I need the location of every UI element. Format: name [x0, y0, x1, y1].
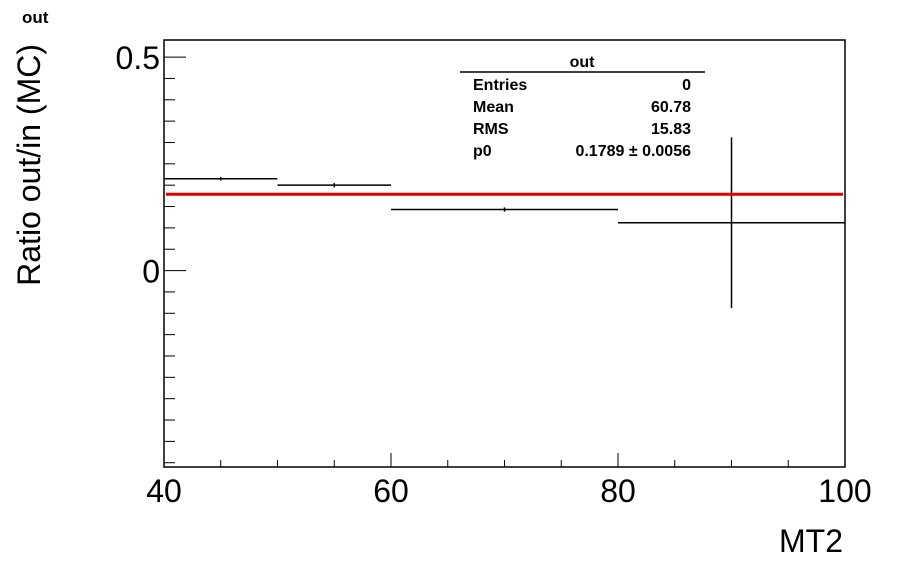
stats-value-p0: 0.1789 ± 0.0056 [575, 143, 691, 160]
stats-value-entries: 0 [682, 77, 691, 94]
y-tick-label: 0.5 [116, 40, 160, 76]
stats-value-rms: 15.83 [651, 121, 691, 138]
stats-label-p0: p0 [473, 143, 492, 160]
stats-label-rms: RMS [473, 121, 509, 138]
x-axis-label: MT2 [779, 523, 843, 559]
x-tick-label: 80 [600, 473, 636, 509]
stats-title: out [570, 54, 596, 71]
stats-value-mean: 60.78 [651, 99, 691, 116]
stats-label-entries: Entries [473, 77, 527, 94]
stats-box: out Entries 0 Mean 60.78 RMS 15.83 p0 0.… [460, 54, 705, 160]
y-tick-label: 0 [142, 254, 160, 290]
x-tick-label: 40 [146, 473, 182, 509]
y-axis-ticks: 00.5 [116, 40, 186, 464]
stats-label-mean: Mean [473, 99, 514, 116]
x-tick-label: 100 [818, 473, 871, 509]
data-points [164, 137, 845, 309]
x-axis-ticks: 40 60 80 100 [146, 453, 872, 509]
chart-title: out [22, 8, 49, 27]
y-axis-label: Ratio out/in (MC) [11, 44, 47, 286]
x-tick-label: 60 [373, 473, 409, 509]
